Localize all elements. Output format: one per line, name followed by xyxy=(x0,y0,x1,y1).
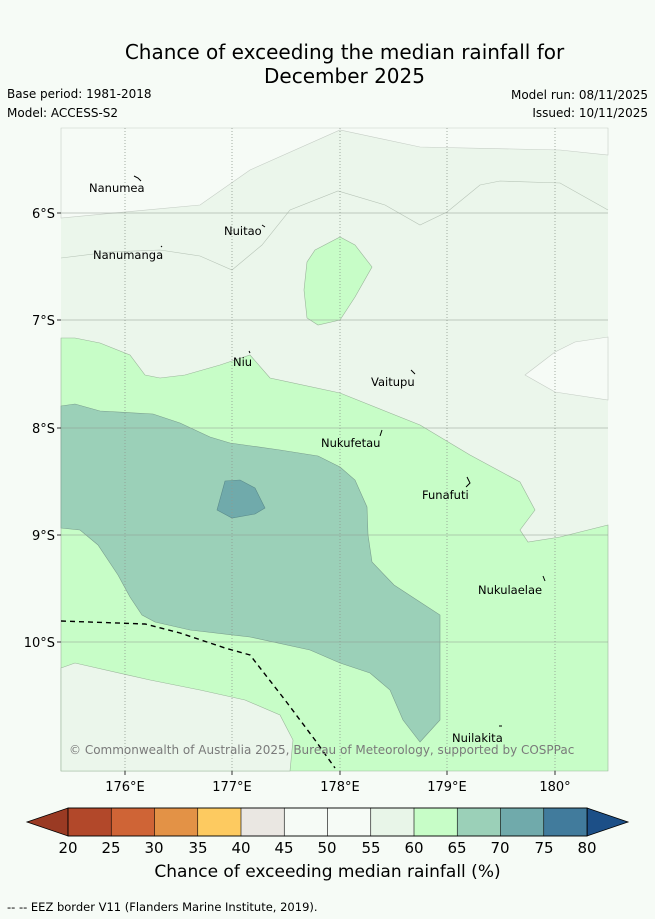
label-nukulaelae: Nukulaelae xyxy=(478,583,542,597)
gridlines xyxy=(124,128,556,771)
title-line-1: Chance of exceeding the median rainfall … xyxy=(124,40,565,64)
region-55-60-southwest xyxy=(60,662,294,772)
lat-tick-10s: 10°S xyxy=(24,636,55,651)
island-shape-vaitupu xyxy=(410,369,416,375)
lon-tick-178: 178°E xyxy=(320,780,360,795)
label-nanumea: Nanumea xyxy=(89,181,145,195)
label-nuitao: Nuitao xyxy=(224,224,262,238)
label-funafuti: Funafuti xyxy=(422,488,469,502)
region-65-70 xyxy=(60,403,441,743)
contour-55 xyxy=(60,180,609,271)
island-shape-nanumea xyxy=(133,175,142,182)
lat-tick-9s: 9°S xyxy=(32,529,55,544)
label-niu: Niu xyxy=(233,355,252,369)
latitude-axis: 6°S 7°S 8°S 9°S 10°S xyxy=(24,207,55,651)
chart-title: Chance of exceeding the median rainfall … xyxy=(0,40,655,88)
lat-tick-6s: 6°S xyxy=(32,207,55,222)
cb-tick-80: 80 xyxy=(577,839,596,857)
colorbar-frame xyxy=(67,807,588,837)
region-45-55-east xyxy=(524,336,609,401)
parallels xyxy=(61,212,608,643)
colorbar-high-extend xyxy=(586,807,630,837)
issued-date: Issued: 10/11/2025 xyxy=(532,106,648,120)
colorbar-segment-60 xyxy=(413,807,458,837)
copyright-text: © Commonwealth of Australia 2025, Bureau… xyxy=(69,743,574,757)
region-45-55-top xyxy=(60,127,609,219)
colorbar-title: Chance of exceeding median rainfall (%) xyxy=(154,862,501,882)
cb-tick-55: 55 xyxy=(361,839,380,857)
colorbar-segment-20 xyxy=(67,807,112,837)
cb-tick-45: 45 xyxy=(274,839,293,857)
title-line-2: December 2025 xyxy=(264,64,425,88)
base-period: Base period: 1981-2018 xyxy=(7,87,152,101)
island-shape-nanumanga xyxy=(160,245,163,248)
colorbar-segment-55 xyxy=(370,807,415,837)
lon-tick-179: 179°E xyxy=(427,780,467,795)
island-shape-nuitao xyxy=(261,224,266,228)
colorbar-segment-35 xyxy=(197,807,242,837)
model-name: Model: ACCESS-S2 xyxy=(7,106,119,120)
island-shapes xyxy=(133,175,546,727)
region-70-75 xyxy=(216,479,266,519)
lat-tick-8s: 8°S xyxy=(32,422,55,437)
label-vaitupu: Vaitupu xyxy=(371,375,415,389)
cb-tick-50: 50 xyxy=(317,839,336,857)
colorbar-segment-65 xyxy=(456,807,502,837)
island-shape-niu xyxy=(248,350,251,354)
colorbar-segment-70 xyxy=(500,807,545,837)
label-nanumanga: Nanumanga xyxy=(93,248,163,262)
cb-tick-70: 70 xyxy=(490,839,509,857)
lat-tick-7s: 7°S xyxy=(32,314,55,329)
cb-tick-75: 75 xyxy=(534,839,553,857)
cb-tick-40: 40 xyxy=(231,839,250,857)
lon-tick-177: 177°E xyxy=(212,780,252,795)
island-labels: Nanumea Nuitao Nanumanga Niu Vaitupu Nuk… xyxy=(89,181,542,745)
cb-tick-20: 20 xyxy=(58,839,77,857)
colorbar-segment-25 xyxy=(110,807,156,837)
colorbar-ticks: 20 25 30 35 40 45 50 55 60 65 70 75 80 xyxy=(58,839,596,857)
cb-tick-25: 25 xyxy=(101,839,120,857)
eez-legend-note: -- -- EEZ border V11 (Flanders Marine In… xyxy=(7,900,318,914)
model-run: Model run: 08/11/2025 xyxy=(510,88,648,102)
island-shape-nukufetau xyxy=(379,429,383,437)
cb-tick-60: 60 xyxy=(404,839,423,857)
label-nukufetau: Nukufetau xyxy=(321,436,380,450)
lon-tick-marks xyxy=(124,771,556,775)
island-shape-funafuti xyxy=(465,476,471,488)
colorbar-segments xyxy=(67,807,588,837)
colorbar-segment-75 xyxy=(543,807,588,837)
cb-tick-65: 65 xyxy=(447,839,466,857)
lon-tick-176: 176°E xyxy=(105,780,145,795)
colorbar-segment-45 xyxy=(283,807,329,837)
colorbar-low-extend xyxy=(25,807,69,837)
cb-tick-35: 35 xyxy=(188,839,207,857)
colorbar-segment-40 xyxy=(240,807,285,837)
longitude-axis: 176°E 177°E 178°E 179°E 180° xyxy=(105,780,570,795)
colorbar: 20 25 30 35 40 45 50 55 60 65 70 75 80 xyxy=(25,807,630,857)
island-shape-nukulaelae xyxy=(542,575,546,582)
colorbar-segment-30 xyxy=(154,807,199,837)
cb-tick-30: 30 xyxy=(144,839,163,857)
colorbar-segment-50 xyxy=(327,807,372,837)
label-nuilakita: Nuilakita xyxy=(452,731,503,745)
eez-border xyxy=(60,620,336,769)
lat-tick-marks xyxy=(57,212,61,643)
lon-tick-180: 180° xyxy=(539,780,570,795)
